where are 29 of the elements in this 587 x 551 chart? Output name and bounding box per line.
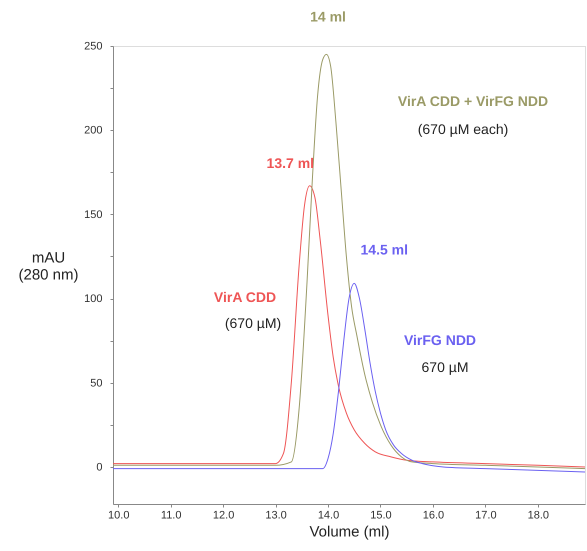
x-tick-label: 15.0 (370, 510, 392, 522)
x-axis-title: Volume (ml) (309, 524, 390, 540)
x-tick-label: 14.0 (318, 510, 340, 522)
x-tick-label: 17.0 (475, 510, 497, 522)
x-tick-label: 11.0 (160, 510, 182, 522)
line-series (112, 282, 586, 473)
annotation: 14 ml (310, 8, 346, 24)
text: VirA CDD + VirFG NDD (398, 93, 548, 109)
y-tick-label: 100 (84, 293, 102, 306)
annotation: 14.5 ml (360, 241, 408, 258)
line-series (112, 185, 586, 468)
annotation: (670 µM) (224, 315, 282, 331)
y-axis-title: mAU (280 nm) (18, 250, 79, 284)
annotation: 670 µM (422, 359, 468, 375)
y-tick-label: 250 (84, 40, 102, 52)
annotation: 13.7 ml (266, 154, 314, 171)
x-tick-label: 16.0 (422, 510, 444, 522)
y-tick-label: 150 (84, 208, 102, 221)
y-tick-label: 0 (96, 461, 102, 474)
x-tick-label: 12.0 (212, 510, 234, 522)
y-tick-label: 200 (84, 124, 102, 137)
y-tick-label: 50 (90, 377, 102, 390)
x-tick-label: 10.0 (108, 510, 130, 522)
series-label: VirA CDD (214, 289, 276, 305)
x-tick-label: 18.0 (528, 510, 550, 522)
annotation: (670 µM each) (418, 121, 508, 137)
x-tick-label: 13.0 (265, 510, 287, 522)
text: VirFG NDD (404, 332, 476, 348)
line-series (112, 54, 586, 470)
